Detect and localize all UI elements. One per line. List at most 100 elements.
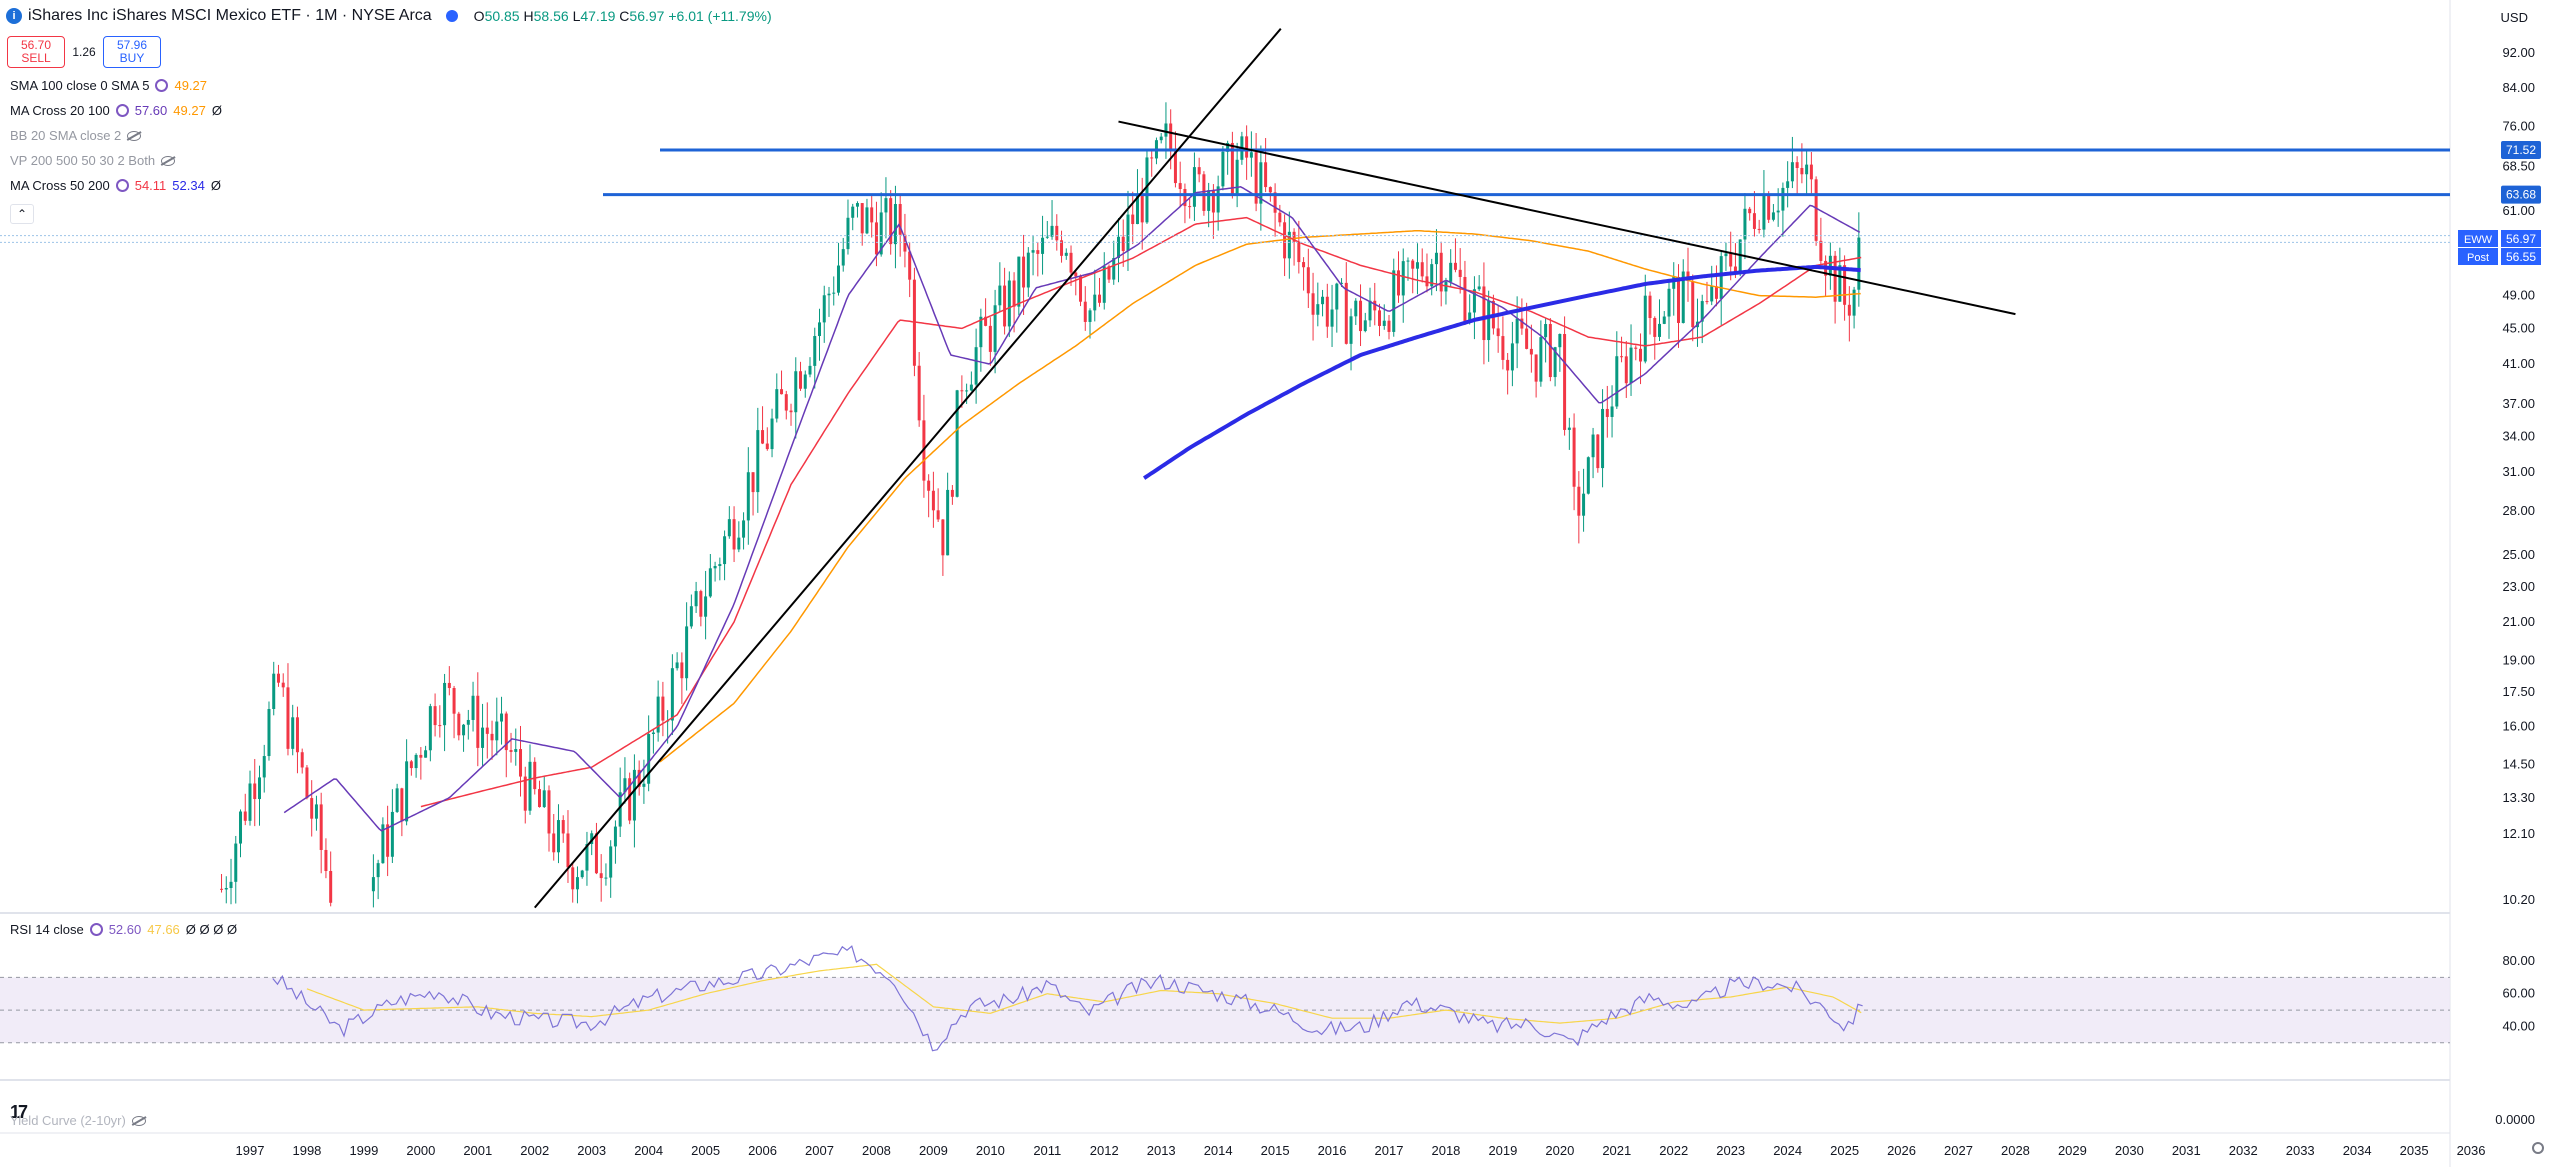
hidden-eye-icon[interactable] [161,155,176,166]
candle-body [803,374,807,389]
candle-body [1321,296,1325,305]
hidden-eye-icon[interactable] [127,130,142,141]
symbol-tag [2458,230,2498,247]
candle-body [466,719,470,725]
candle-body [1340,282,1344,284]
indicator-rsi[interactable]: RSI 14 close 52.60 47.66 Ø Ø Ø Ø [10,922,238,937]
candle-body [1529,348,1533,355]
candle-body [409,761,413,769]
candle-body [305,767,309,799]
candle-body [509,750,513,752]
candle-body [1719,256,1723,299]
candle-body [1259,162,1263,204]
currency-label[interactable]: USD [2500,10,2528,25]
candle-body [239,811,243,844]
candle-body [1302,262,1306,268]
candle-body [1316,304,1320,315]
candle-body [1482,286,1486,341]
candle-body [1135,194,1139,225]
candle-body [1857,237,1861,290]
indicator-ma-cross-20-100[interactable]: MA Cross 20 100 57.60 49.27 Ø [10,103,222,118]
symbol-title[interactable]: iShares Inc iShares MSCI Mexico ETF · 1M… [28,7,432,24]
candle-body [1800,168,1804,175]
candle-body [1112,257,1116,280]
candle-body [1724,253,1728,257]
candle-body [1188,206,1192,208]
candle-body [632,769,636,821]
time-tick-label: 2005 [691,1143,720,1158]
collapse-legend-chevron-icon[interactable]: ⌃ [10,204,34,224]
time-tick-label: 2035 [2400,1143,2429,1158]
candle-body [1472,289,1476,313]
hline-price-label [2501,140,2541,159]
time-tick-label: 2020 [1545,1143,1574,1158]
time-tick-label: 2002 [520,1143,549,1158]
trend-line [533,28,1282,909]
candle-body [870,207,874,223]
candle-body [927,480,931,491]
sell-button[interactable]: 56.70 SELL [7,36,65,68]
candle-body [1230,142,1234,196]
post-price-label [2501,248,2541,265]
ohlc-values: O50.85 H58.56 L47.19 C56.97 +6.01 (+11.7… [473,8,772,24]
price-tick-label: 17.50 [2502,684,2535,699]
candle-body [1814,179,1818,241]
candle-body [433,706,437,726]
candle-body [969,384,973,391]
candle-body [708,568,712,597]
candle-body [988,325,992,352]
candle-body [1306,267,1310,294]
price-tick-label: 49.00 [2502,288,2535,303]
time-tick-label: 1997 [236,1143,265,1158]
hidden-eye-icon[interactable] [131,1115,146,1126]
candle-body [262,756,266,778]
candle-body [452,688,456,714]
candle-body [575,877,579,890]
indicator-vp[interactable]: VP 200 500 50 30 2 Both [10,153,176,168]
candle-body [414,754,418,769]
candle-body [917,365,921,421]
candle-body [941,519,945,556]
candle-body [874,222,878,255]
candle-body [390,811,394,857]
candle-body [832,292,836,294]
candle-body [1406,260,1410,262]
candle-body [1192,167,1196,207]
candle-body [571,867,575,890]
candle-body [1102,266,1106,303]
time-tick-label: 2021 [1602,1143,1631,1158]
candle-body [822,295,826,323]
candle-body [846,217,850,250]
indicator-ma-cross-50-200[interactable]: MA Cross 50 200 54.11 52.34 Ø [10,178,221,193]
time-tick-label: 2025 [1830,1143,1859,1158]
candle-body [756,430,760,493]
candle-body [381,824,385,864]
candle-body [1207,190,1211,211]
buy-button[interactable]: 57.96 BUY [103,36,161,68]
candle-body [1653,318,1657,337]
candle-body [476,695,480,748]
time-tick-label: 2014 [1204,1143,1233,1158]
candle-body [1363,320,1367,332]
candle-body [1833,255,1837,302]
candle-body [1396,270,1400,296]
indicator-sma100[interactable]: SMA 100 close 0 SMA 5 49.27 [10,78,208,93]
open-value: 50.85 [484,8,520,24]
candle-body [1297,241,1301,263]
time-tick-label: 2022 [1659,1143,1688,1158]
settings-gear-icon[interactable] [2532,1142,2544,1154]
candle-body [1729,253,1733,267]
candle-body [1064,252,1068,256]
candle-body [1045,236,1049,238]
candle-body [485,727,489,734]
candle-body [765,443,769,450]
time-tick-label: 1999 [349,1143,378,1158]
indicator-bb[interactable]: BB 20 SMA close 2 [10,128,142,143]
time-tick-label: 2015 [1261,1143,1290,1158]
candle-body [1254,152,1258,204]
candle-body [224,888,228,890]
indicator-yield-curve[interactable]: Yield Curve (2-10yr) [10,1113,146,1128]
candle-body [1752,213,1756,229]
time-tick-label: 2004 [634,1143,663,1158]
